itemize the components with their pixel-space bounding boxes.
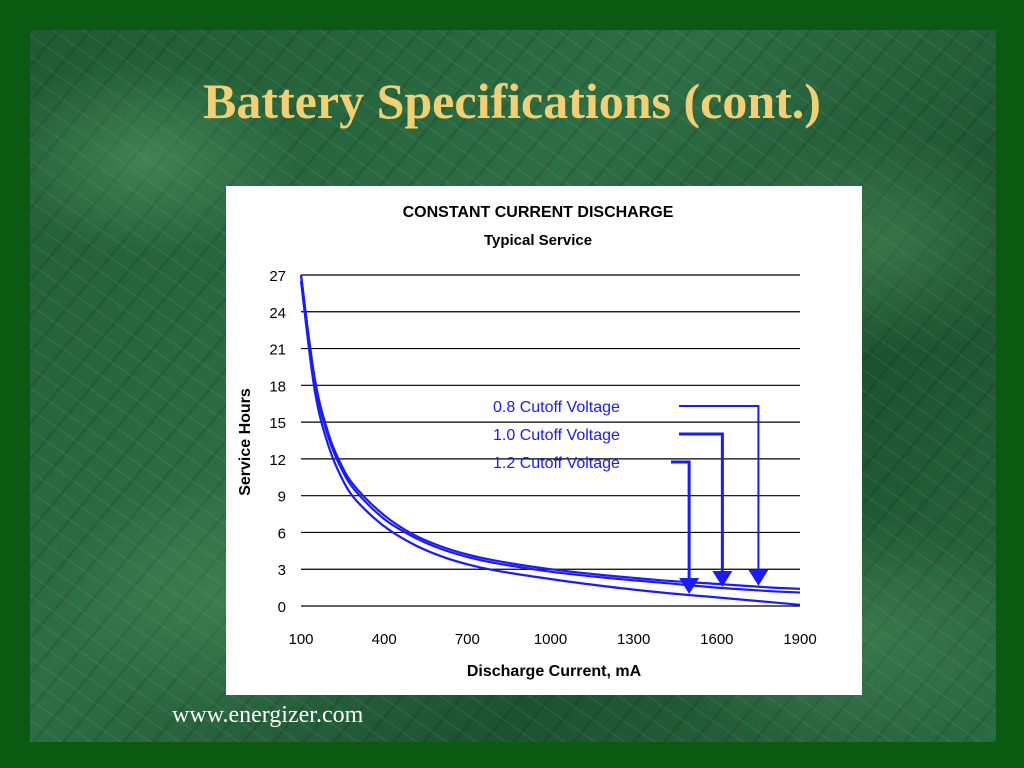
chart-subtitle: Typical Service	[484, 232, 592, 249]
x-tick-1000: 1000	[534, 631, 567, 648]
legend-label-1: 0.8 Cutoff Voltage	[493, 399, 620, 416]
y-tick-21: 21	[269, 342, 286, 359]
legend: 0.8 Cutoff Voltage 1.0 Cutoff Voltage 1.2 …	[493, 399, 769, 594]
y-axis-label: Service Hours	[237, 388, 254, 496]
legend-connector-1	[679, 405, 760, 572]
chart-title: CONSTANT CURRENT DISCHARGE	[403, 204, 674, 221]
source-link[interactable]: www.energizer.com	[172, 702, 364, 728]
legend-label-3: 1.2 Cutoff Voltage	[493, 455, 620, 472]
y-tick-12: 12	[269, 452, 286, 469]
x-tick-100: 100	[288, 631, 313, 648]
y-tick-24: 24	[269, 305, 286, 322]
x-tick-400: 400	[372, 631, 397, 648]
legend-connector-2	[679, 432, 724, 573]
x-tick-700: 700	[455, 631, 480, 648]
legend-label-2: 1.0 Cutoff Voltage	[493, 427, 620, 444]
x-tick-labels: 100 400 700 1000 1300 1600 1900	[288, 631, 816, 648]
x-tick-1900: 1900	[783, 631, 816, 648]
y-tick-18: 18	[269, 378, 286, 395]
series-line-3	[299, 280, 801, 606]
legend-arrowhead-1	[748, 569, 769, 586]
y-tick-27: 27	[269, 268, 286, 285]
y-tick-3: 3	[278, 562, 286, 579]
y-tick-6: 6	[278, 525, 286, 542]
legend-connector-3	[671, 460, 691, 580]
y-tick-9: 9	[278, 489, 286, 506]
legend-arrowhead-2	[712, 570, 733, 587]
x-tick-1600: 1600	[700, 631, 733, 648]
x-axis-label: Discharge Current, mA	[467, 663, 642, 680]
discharge-chart: CONSTANT CURRENT DISCHARGE Typical Servi…	[237, 204, 817, 680]
y-tick-15: 15	[269, 415, 286, 432]
x-tick-1300: 1300	[617, 631, 650, 648]
y-tick-0: 0	[278, 599, 286, 616]
chart-panel: CONSTANT CURRENT DISCHARGE Typical Servi…	[226, 186, 862, 695]
y-tick-labels: 0 3 6 9 12 15 18 21 24 27	[269, 268, 286, 616]
legend-arrowhead-3	[679, 577, 700, 594]
slide-title: Battery Specifications (cont.)	[203, 73, 821, 129]
